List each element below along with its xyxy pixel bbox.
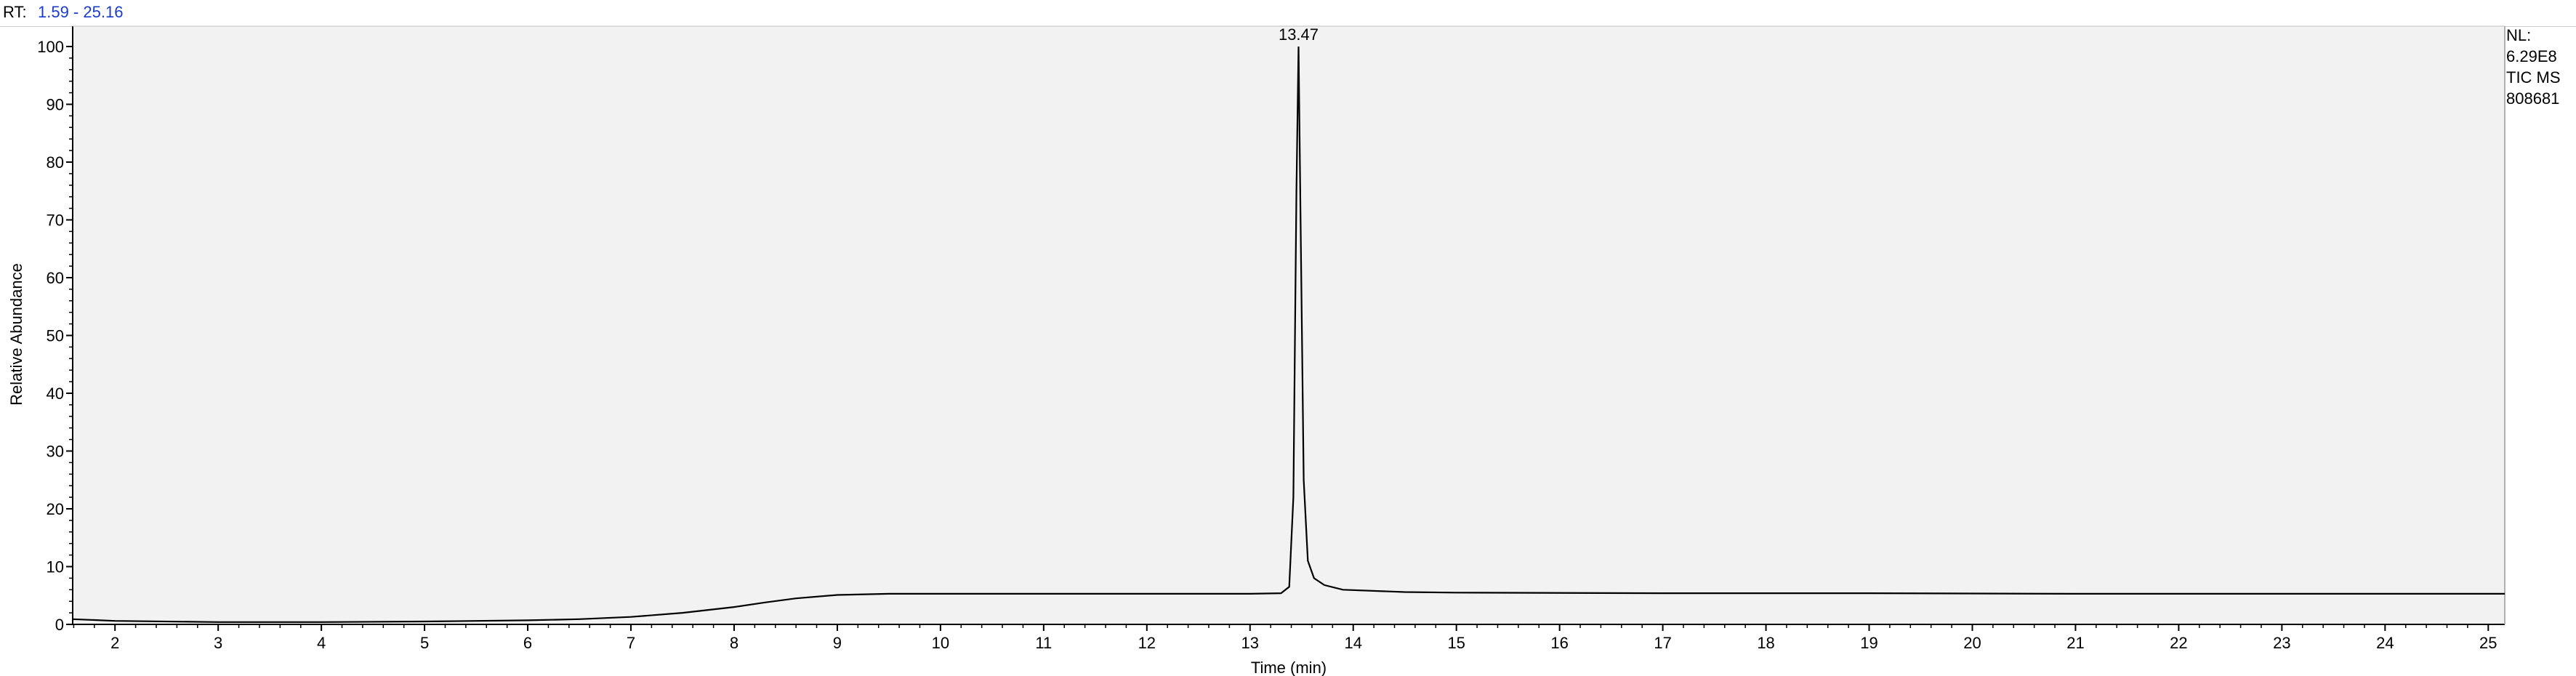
y-tick-label: 0 <box>55 616 64 634</box>
x-tick-label: 10 <box>932 634 949 652</box>
x-tick-label: 24 <box>2376 634 2394 652</box>
x-tick-label: 16 <box>1550 634 1568 652</box>
x-tick-label: 12 <box>1138 634 1156 652</box>
y-tick-label: 90 <box>47 96 64 114</box>
x-tick-label: 11 <box>1035 634 1052 652</box>
peak-label: 13.47 <box>1279 25 1319 44</box>
scan-filter: TIC MS <box>2506 68 2561 86</box>
x-tick-label: 2 <box>110 634 119 652</box>
tic-trace-line <box>72 46 2505 623</box>
y-tick-label: 30 <box>47 443 64 461</box>
axes <box>72 25 2505 625</box>
nl-value: 6.29E8 <box>2506 47 2557 65</box>
x-tick-label: 7 <box>627 634 635 652</box>
x-tick-label: 9 <box>833 634 842 652</box>
rt-label: RT: <box>3 3 27 21</box>
x-axis-ticks: 2 3 4 5 6 7 8 9 10 11 12 13 14 15 16 17 18 19 20 21 22 23 24 25 <box>73 624 2497 652</box>
x-tick-label: 14 <box>1344 634 1361 652</box>
nl-label: NL: <box>2506 26 2532 44</box>
x-tick-label: 13 <box>1241 634 1259 652</box>
file-id: 808681 <box>2506 89 2560 108</box>
y-axis-ticks: 0 10 20 30 40 50 60 70 80 90 100 <box>37 38 73 634</box>
x-tick-label: 20 <box>1963 634 1981 652</box>
x-tick-label: 22 <box>2170 634 2187 652</box>
y-tick-label: 20 <box>47 500 64 518</box>
y-tick-label: 40 <box>47 385 64 403</box>
x-tick-label: 17 <box>1654 634 1671 652</box>
rt-range-value: 1.59 - 25.16 <box>38 3 124 21</box>
y-axis-label: Relative Abundance <box>7 263 25 406</box>
y-tick-label: 50 <box>47 327 64 345</box>
x-tick-label: 6 <box>523 634 532 652</box>
x-tick-label: 18 <box>1757 634 1774 652</box>
plot-area <box>73 26 2505 624</box>
x-tick-label: 23 <box>2273 634 2290 652</box>
y-tick-label: 100 <box>37 38 64 56</box>
y-tick-label: 80 <box>47 153 64 172</box>
y-tick-label: 10 <box>47 558 64 576</box>
x-tick-label: 25 <box>2479 634 2497 652</box>
y-tick-label: 70 <box>47 212 64 230</box>
x-tick-label: 4 <box>317 634 326 652</box>
y-tick-label: 60 <box>47 269 64 287</box>
x-tick-label: 3 <box>214 634 222 652</box>
x-tick-label: 21 <box>2066 634 2084 652</box>
x-axis-label: Time (min) <box>1251 659 1327 676</box>
info-block: NL: 6.29E8 TIC MS 808681 <box>2506 25 2561 109</box>
x-tick-label: 15 <box>1447 634 1465 652</box>
x-tick-label: 19 <box>1860 634 1877 652</box>
x-tick-label: 5 <box>420 634 429 652</box>
x-tick-label: 8 <box>730 634 738 652</box>
